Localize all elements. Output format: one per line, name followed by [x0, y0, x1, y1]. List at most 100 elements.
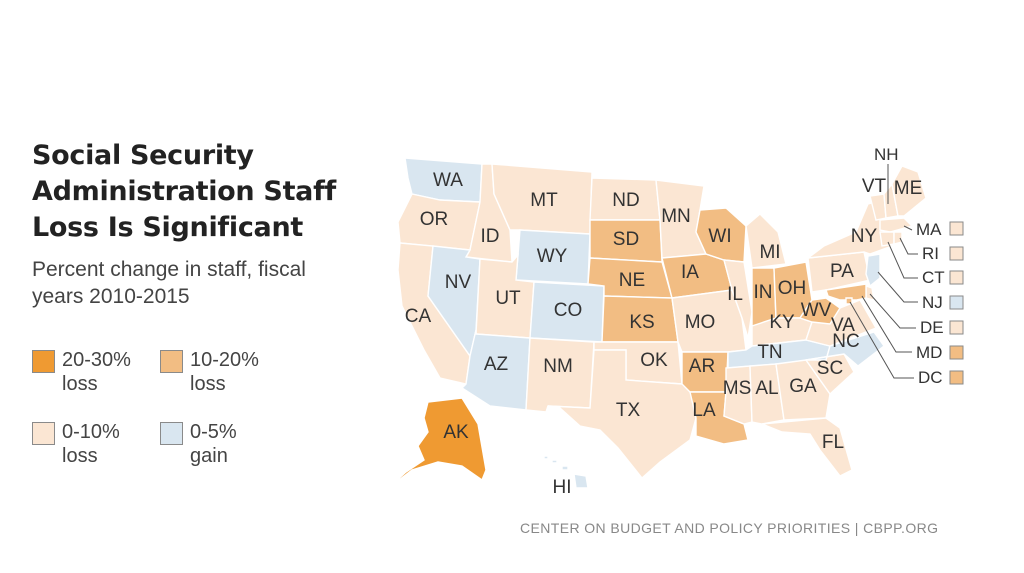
leader-ma — [903, 225, 913, 231]
state-label-mi: MI — [759, 242, 780, 263]
leader-md — [861, 295, 912, 353]
state-label-nj: NJ — [922, 293, 943, 312]
source-credit: CENTER ON BUDGET AND POLICY PRIORITIES |… — [520, 520, 939, 536]
leader-dc — [849, 301, 914, 379]
legend-label: loss — [62, 373, 98, 395]
legend-label: loss — [62, 445, 98, 467]
title-line-3: Loss Is Significant — [32, 212, 303, 243]
state-label-ct: CT — [922, 268, 945, 287]
state-label-fl: FL — [822, 432, 844, 453]
state-label-ny: NY — [851, 226, 878, 247]
state-label-ia: IA — [681, 262, 699, 283]
state-hi — [543, 455, 589, 489]
state-ct — [879, 231, 895, 247]
state-label-wv: WV — [801, 300, 832, 321]
state-label-nc: NC — [832, 331, 859, 352]
state-label-ks: KS — [629, 312, 654, 333]
state-labels: WA OR CA ID NV MT WY UT AZ CO NM ND SD N… — [405, 145, 964, 498]
state-label-ga: GA — [789, 376, 817, 397]
state-label-nh: NH — [874, 145, 899, 164]
state-al — [749, 363, 785, 425]
state-mi — [745, 213, 787, 269]
state-label-tn: TN — [757, 342, 782, 363]
legend-label: 0-5% — [190, 421, 237, 443]
legend-swatch — [32, 422, 55, 445]
state-label-co: CO — [554, 300, 583, 321]
subtitle-line-2: years 2010-2015 — [32, 285, 190, 308]
state-label-sd: SD — [613, 229, 639, 250]
state-label-me: ME — [894, 178, 923, 199]
state-label-ak: AK — [443, 422, 469, 443]
legend-label: loss — [190, 373, 226, 395]
state-label-nv: NV — [445, 272, 472, 293]
callout-swatch-ma — [949, 221, 964, 236]
state-label-al: AL — [755, 378, 778, 399]
callout-swatch-nj — [949, 295, 964, 310]
state-label-ma: MA — [916, 220, 942, 239]
state-label-az: AZ — [484, 354, 509, 375]
legend-label: 0-10% — [62, 421, 120, 443]
callout-swatch-ri — [949, 246, 964, 261]
leader-nj — [877, 271, 918, 303]
legend-label: gain — [190, 445, 228, 467]
state-label-md: MD — [916, 343, 942, 362]
chart-subtitle: Percent change in staff, fiscal years 20… — [32, 256, 362, 310]
state-label-mn: MN — [661, 206, 691, 227]
state-label-vt: VT — [862, 176, 887, 197]
leader-de — [869, 293, 916, 329]
state-label-ut: UT — [495, 288, 521, 309]
state-ny — [805, 199, 893, 259]
chart-title: Social Security Administration Staff Los… — [32, 138, 372, 246]
callout-swatch-dc — [949, 370, 964, 385]
leader-ri — [899, 237, 918, 255]
state-label-hi: HI — [553, 477, 572, 498]
state-il — [723, 259, 753, 339]
state-md — [825, 283, 867, 301]
title-line-2: Administration Staff — [32, 176, 336, 207]
state-label-ms: MS — [723, 378, 752, 399]
callout-swatch-de — [949, 320, 964, 335]
callout-swatch-md — [949, 345, 964, 360]
legend-label: 20-30% — [62, 349, 131, 371]
state-ri — [893, 231, 903, 245]
state-label-wa: WA — [433, 170, 463, 191]
state-tx — [547, 349, 697, 480]
state-ma — [879, 217, 914, 233]
state-nj — [865, 253, 881, 288]
state-label-wi: WI — [708, 226, 731, 247]
state-label-va: VA — [831, 315, 855, 336]
state-label-oh: OH — [778, 278, 807, 299]
legend-swatch — [32, 350, 55, 373]
state-me — [891, 165, 927, 217]
callout-swatch-ct — [949, 270, 964, 285]
state-label-ok: OK — [640, 350, 668, 371]
state-label-ar: AR — [689, 356, 715, 377]
state-label-la: LA — [692, 400, 716, 421]
state-label-id: ID — [481, 226, 500, 247]
state-label-wy: WY — [537, 246, 568, 267]
subtitle-line-1: Percent change in staff, fiscal — [32, 258, 306, 281]
state-label-de: DE — [920, 318, 944, 337]
state-label-il: IL — [727, 284, 743, 305]
legend-swatch — [160, 422, 183, 445]
state-label-ri: RI — [922, 244, 939, 263]
state-ak — [385, 397, 487, 491]
state-label-in: IN — [754, 282, 773, 303]
state-label-sc: SC — [817, 358, 843, 379]
state-label-ca: CA — [405, 306, 432, 327]
leader-ct — [887, 241, 918, 279]
state-label-tx: TX — [616, 400, 641, 421]
title-line-1: Social Security — [32, 140, 254, 171]
state-label-pa: PA — [830, 261, 854, 282]
state-label-dc: DC — [918, 368, 943, 387]
state-fl — [761, 417, 853, 477]
state-label-ne: NE — [619, 270, 645, 291]
state-label-or: OR — [420, 209, 449, 230]
legend-label: 10-20% — [190, 349, 259, 371]
state-label-mt: MT — [530, 190, 558, 211]
state-wv — [798, 297, 841, 325]
state-wy — [515, 229, 591, 285]
state-label-mo: MO — [685, 312, 716, 333]
state-label-nd: ND — [612, 190, 639, 211]
